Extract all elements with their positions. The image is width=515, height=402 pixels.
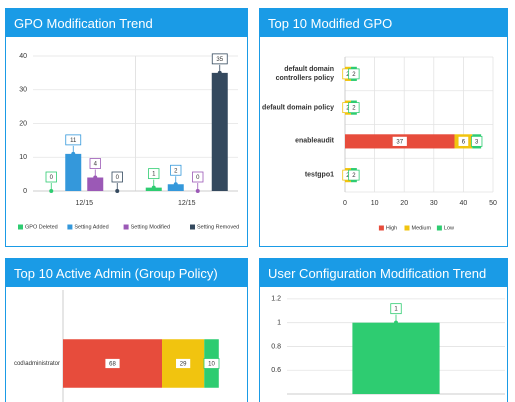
data-label-box	[348, 102, 360, 114]
data-label-box	[192, 171, 204, 183]
data-label-box	[148, 168, 160, 180]
y-tick-label: 30	[19, 87, 27, 94]
y-tick-label: 20	[19, 120, 27, 127]
data-label: 0	[50, 175, 54, 181]
bar	[352, 322, 440, 394]
data-label-box	[104, 358, 121, 369]
y-tick-label: enableaudit	[295, 137, 334, 145]
data-label: 4	[94, 162, 98, 168]
panel: Top 10 Modified GPO	[259, 8, 508, 247]
data-label-box	[391, 135, 408, 147]
data-label-box	[111, 171, 123, 183]
y-tick-label: 1	[277, 320, 281, 327]
x-tick-label: 40	[460, 200, 468, 207]
x-tick-label: 12/15	[75, 200, 93, 207]
y-tick-label: 10	[19, 154, 27, 161]
y-tick-label: default domain controllers policy	[275, 65, 334, 82]
data-label-box	[65, 134, 82, 146]
y-tick-label: testgpo1	[304, 171, 334, 179]
legend-label: Setting Added	[74, 224, 108, 230]
data-label-box	[45, 171, 57, 183]
data-label-box	[457, 135, 470, 147]
panel-header: User Configuration Modification Trend	[260, 259, 507, 287]
data-label: 2	[352, 72, 356, 78]
legend-swatch	[190, 224, 195, 230]
legend-swatch	[404, 225, 410, 231]
panel: GPO Modification Trend	[5, 8, 248, 247]
y-tick-label: 0	[23, 188, 27, 195]
data-label: 11	[70, 138, 77, 144]
data-label: 68	[109, 362, 116, 368]
data-label: 3	[475, 139, 479, 145]
x-tick-label: 30	[430, 200, 438, 207]
legend-label: Setting Modified	[131, 224, 170, 230]
data-label: 37	[396, 139, 403, 145]
data-label: 6	[462, 139, 466, 145]
y-tick-label: 40	[19, 53, 27, 60]
bar	[87, 177, 104, 191]
data-label-box	[390, 303, 402, 315]
y-tick-label: 0.8	[271, 343, 281, 350]
chart-title: Top 10 Modified GPO	[268, 16, 393, 31]
panel: Top 10 Active Admin (Group Policy)	[5, 258, 248, 402]
data-label-box	[175, 358, 192, 369]
y-tick-label: cod\administrator	[14, 361, 60, 367]
data-label-box	[211, 53, 228, 65]
x-tick-label: 12/15	[178, 200, 196, 207]
data-label-box	[471, 135, 483, 147]
data-label-box	[348, 169, 360, 181]
data-label: 10	[208, 362, 215, 368]
y-tick-label: default domain policy	[262, 104, 334, 112]
legend-label: Setting Removed	[197, 224, 239, 230]
legend-swatch	[123, 224, 129, 230]
data-label: 0	[116, 175, 120, 181]
x-tick-label: 0	[343, 200, 347, 207]
data-label-box	[203, 358, 220, 369]
panel-header: Top 10 Active Admin (Group Policy)	[6, 259, 247, 287]
chart-title: Top 10 Active Admin (Group Policy)	[14, 266, 218, 281]
legend-label: GPO Deleted	[25, 224, 58, 230]
data-label-box	[170, 164, 182, 176]
legend-label: High	[386, 225, 397, 231]
legend-swatch	[18, 224, 23, 230]
legend-label: Medium	[412, 225, 432, 231]
legend-swatch	[378, 225, 384, 231]
panel-header: GPO Modification Trend	[6, 9, 247, 37]
x-tick-label: 10	[371, 200, 379, 207]
chart-title: User Configuration Modification Trend	[268, 266, 487, 281]
y-tick-label: 1.2	[271, 296, 281, 303]
data-label: 29	[180, 362, 187, 368]
legend-label: Low	[444, 225, 454, 231]
data-label-box	[348, 68, 360, 80]
data-label: 2	[174, 168, 178, 174]
data-label: 2	[352, 106, 356, 112]
data-label-box	[89, 158, 101, 169]
bar	[211, 72, 228, 191]
data-label: 2	[352, 173, 356, 179]
bar	[167, 184, 184, 191]
legend-swatch	[436, 225, 442, 231]
data-label: 1	[152, 172, 156, 178]
data-label: 1	[394, 307, 398, 313]
chart-title: GPO Modification Trend	[14, 16, 153, 31]
bar	[65, 153, 82, 191]
data-label: 0	[196, 175, 200, 181]
panel-header: Top 10 Modified GPO	[260, 9, 507, 37]
x-tick-label: 50	[489, 200, 497, 207]
legend-swatch	[67, 224, 73, 230]
data-label: 35	[216, 57, 223, 63]
y-tick-label: 0.6	[271, 367, 281, 374]
x-tick-label: 20	[400, 200, 408, 207]
